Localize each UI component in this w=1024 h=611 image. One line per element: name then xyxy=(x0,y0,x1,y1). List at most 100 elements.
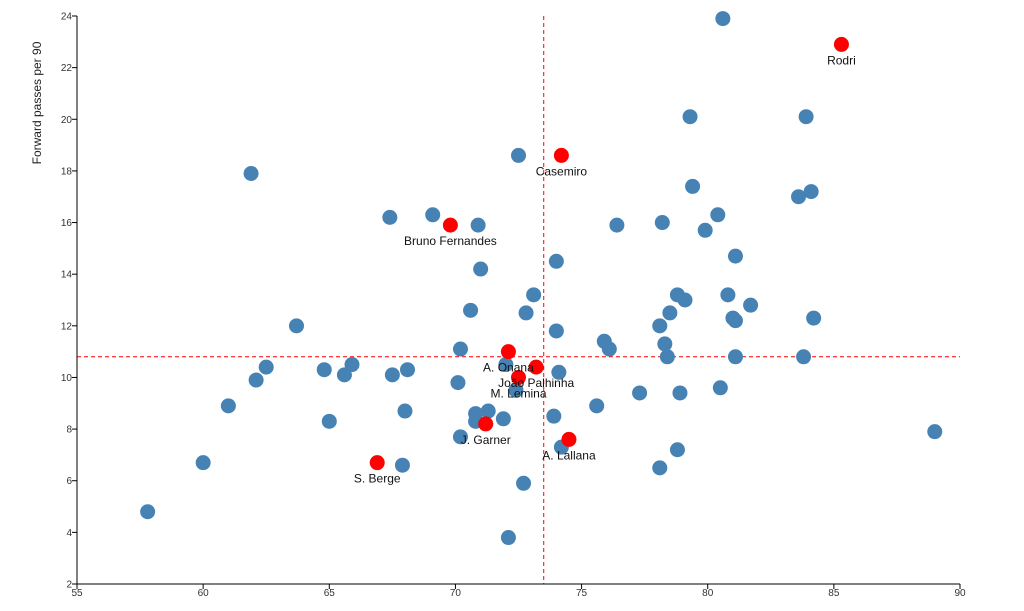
y-tick-label: 4 xyxy=(66,528,72,539)
x-tick-label: 90 xyxy=(954,588,966,599)
x-tick-label: 60 xyxy=(198,588,210,599)
player-point xyxy=(473,261,489,277)
player-point xyxy=(727,349,743,365)
x-tick-label: 85 xyxy=(828,588,840,599)
player-point xyxy=(546,408,562,424)
player-point xyxy=(654,215,670,231)
highlighted-player-point xyxy=(500,344,516,360)
player-label: A. Onana xyxy=(483,361,534,375)
player-point xyxy=(243,165,259,181)
player-point xyxy=(195,455,211,471)
player-point xyxy=(480,403,496,419)
player-label: Rodri xyxy=(827,53,856,67)
player-point xyxy=(498,357,514,373)
y-tick-label: 20 xyxy=(61,115,73,126)
player-point xyxy=(551,364,567,380)
player-label: Casemiro xyxy=(536,164,588,178)
player-point xyxy=(697,222,713,238)
player-point xyxy=(727,248,743,264)
player-label: Bruno Fernandes xyxy=(404,234,497,248)
player-point xyxy=(397,403,413,419)
player-point xyxy=(399,362,415,378)
y-tick-label: 22 xyxy=(61,63,73,74)
player-point xyxy=(140,504,156,520)
player-point xyxy=(452,429,468,445)
player-point xyxy=(662,305,678,321)
reference-lines xyxy=(77,16,960,584)
player-point xyxy=(609,217,625,233)
player-point xyxy=(288,318,304,334)
y-tick-label: 10 xyxy=(61,373,73,384)
player-point xyxy=(677,292,693,308)
x-tick-label: 80 xyxy=(702,588,714,599)
player-point xyxy=(336,367,352,383)
point-labels: Rodri Casemiro Bruno Fernandes A. OnanaJoão… xyxy=(354,53,856,485)
player-point xyxy=(248,372,264,388)
player-point xyxy=(710,207,726,223)
player-point xyxy=(720,287,736,303)
player-point xyxy=(796,349,812,365)
player-point xyxy=(669,442,685,458)
player-point xyxy=(470,217,486,233)
player-point xyxy=(321,413,337,429)
player-point xyxy=(450,375,466,391)
x-tick-label: 75 xyxy=(576,588,588,599)
player-point xyxy=(384,367,400,383)
player-point xyxy=(632,385,648,401)
player-point xyxy=(743,297,759,313)
player-point xyxy=(715,11,731,27)
player-point xyxy=(652,318,668,334)
x-tick-label: 55 xyxy=(71,588,83,599)
y-tick-label: 8 xyxy=(66,425,72,436)
player-point xyxy=(803,184,819,200)
axes xyxy=(76,16,960,585)
player-point xyxy=(927,424,943,440)
player-point xyxy=(452,341,468,357)
player-point xyxy=(316,362,332,378)
y-tick-label: 12 xyxy=(61,321,73,332)
player-point xyxy=(344,357,360,373)
highlighted-player-point xyxy=(561,431,577,447)
player-point xyxy=(791,189,807,205)
player-point xyxy=(463,302,479,318)
player-point xyxy=(659,349,675,365)
player-point xyxy=(727,313,743,329)
x-tick-label: 65 xyxy=(324,588,336,599)
player-point xyxy=(798,109,814,125)
y-tick-label: 16 xyxy=(61,218,73,229)
player-point xyxy=(652,460,668,476)
player-point xyxy=(548,253,564,269)
player-point xyxy=(258,359,274,375)
y-tick-label: 24 xyxy=(61,12,73,23)
player-point xyxy=(526,287,542,303)
player-point xyxy=(220,398,236,414)
player-point xyxy=(589,398,605,414)
player-point xyxy=(657,336,673,352)
player-point xyxy=(500,530,516,546)
player-point xyxy=(806,310,822,326)
player-point xyxy=(511,147,526,163)
player-label: J. Garner xyxy=(461,433,511,447)
player-point xyxy=(682,109,698,125)
player-label: A. Lallana xyxy=(542,448,596,462)
player-label: M. Lemina xyxy=(490,386,546,400)
player-point xyxy=(495,411,511,427)
player-point xyxy=(712,380,728,396)
player-point xyxy=(394,457,410,473)
y-tick-label: 2 xyxy=(66,580,72,591)
player-point xyxy=(516,475,532,491)
player-point xyxy=(601,341,617,357)
player-point xyxy=(382,209,398,225)
x-tick-label: 70 xyxy=(450,588,462,599)
highlighted-player-point xyxy=(478,416,494,432)
player-point xyxy=(468,406,484,422)
player-point xyxy=(425,207,441,223)
y-tick-label: 14 xyxy=(61,270,73,281)
highlighted-player-point xyxy=(553,147,569,163)
player-point xyxy=(548,323,564,339)
player-point xyxy=(518,305,534,321)
y-tick-label: 6 xyxy=(66,476,72,487)
player-label: S. Berge xyxy=(354,472,401,486)
